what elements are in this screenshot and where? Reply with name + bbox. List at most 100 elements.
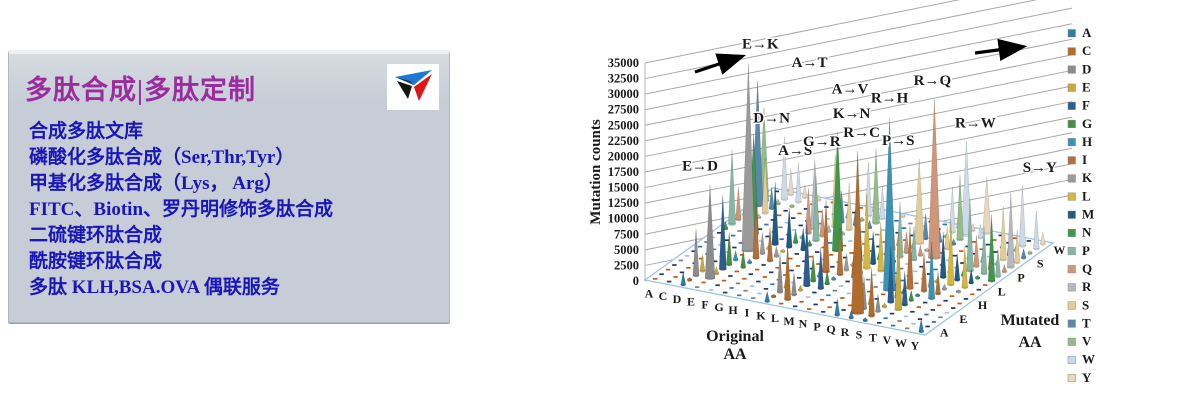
x-tick-label: D <box>673 292 682 306</box>
legend-swatch <box>1067 47 1076 56</box>
y-tick-label: 5000 <box>614 243 639 257</box>
legend-label: H <box>1082 134 1092 149</box>
peak-label: K→N <box>833 106 871 122</box>
legend-label: Q <box>1082 261 1092 276</box>
peak-label: R→Q <box>914 73 952 89</box>
peak-label: P→S <box>882 133 915 149</box>
legend-label: S <box>1082 297 1089 312</box>
legend-swatch <box>1067 337 1076 346</box>
x-tick-label: Y <box>911 339 920 353</box>
x-tick-label: F <box>701 297 708 311</box>
legend-swatch <box>1067 210 1076 219</box>
legend-swatch <box>1067 247 1076 256</box>
x-tick-label: E <box>687 295 695 309</box>
z-axis-title: Mutated <box>1001 312 1060 329</box>
peak-label: R→H <box>871 91 909 107</box>
mutation-3d-cone-chart: E→D E→K A→TA→V D→N A→SG→R K→N R→C R→H R→Q P→S R→W S… <box>588 0 1095 385</box>
peak-label: G→R <box>803 134 841 150</box>
legend-label: P <box>1082 243 1090 258</box>
legend-swatch <box>1067 228 1076 237</box>
legend-label: G <box>1082 116 1092 131</box>
y-tick-label: 20000 <box>608 149 639 163</box>
peak-label: A→S <box>778 143 812 159</box>
legend-swatch <box>1067 283 1076 292</box>
company-logo-icon <box>387 64 439 110</box>
legend-label: K <box>1082 170 1093 185</box>
legend-swatch <box>1067 65 1076 74</box>
peak-label: D→N <box>753 110 790 126</box>
x-axis-title: AA <box>723 346 747 363</box>
y-axis-title: Mutation counts <box>588 119 604 225</box>
legend-swatch <box>1067 29 1076 38</box>
legend-label: A <box>1082 25 1092 40</box>
x-tick-label: M <box>783 314 794 328</box>
direction-arrow-icon <box>694 53 747 75</box>
x-tick-label: A <box>645 286 654 300</box>
y-tick-label: 12500 <box>608 196 639 210</box>
x-tick-label: C <box>659 289 668 303</box>
direction-arrow-icon <box>974 38 1028 62</box>
service-item: 合成多肽文库 <box>29 121 144 142</box>
z-tick-label: H <box>978 298 988 312</box>
z-tick-label: L <box>998 284 1006 298</box>
legend-swatch <box>1067 265 1076 274</box>
service-item: 酰胺键环肽合成 <box>29 251 163 272</box>
legend-label: V <box>1082 334 1092 349</box>
mutation-chart-container: E→D E→K A→T A→V D→N A→S G→R K→N R→C R→H R→Q P→S R→W S… <box>560 0 1200 400</box>
legend-label: F <box>1082 98 1090 113</box>
z-tick-label: W <box>1053 243 1065 257</box>
peak-label: R→C <box>843 125 880 141</box>
x-tick-label: P <box>813 319 820 333</box>
y-tick-label: 15000 <box>608 181 639 195</box>
x-tick-label: R <box>841 325 850 339</box>
legend-swatch <box>1067 374 1076 383</box>
x-axis-title: Original <box>706 328 764 345</box>
promo-banner[interactable]: 多肽合成|多肽定制 合成多肽文库 磷酸化多肽合成（Ser,Thr,Tyr） 甲基化多… <box>8 50 450 323</box>
peak-label: S→Y <box>1023 160 1057 176</box>
legend-label: R <box>1082 279 1092 294</box>
legend-swatch <box>1067 83 1076 92</box>
z-axis-title: AA <box>1018 334 1042 351</box>
legend-label: I <box>1082 152 1087 167</box>
x-tick-label: I <box>745 306 750 320</box>
y-tick-label: 35000 <box>608 56 639 70</box>
y-tick-label: 7500 <box>614 227 639 241</box>
x-tick-label: H <box>728 303 738 317</box>
legend-label: Y <box>1082 370 1092 385</box>
y-tick-label: 17500 <box>608 165 639 179</box>
x-tick-label: W <box>895 336 907 350</box>
legend-label: M <box>1082 207 1094 222</box>
x-tick-label: L <box>771 311 779 325</box>
legend-label: C <box>1082 43 1091 58</box>
x-tick-label: N <box>799 317 808 331</box>
y-tick-label: 27500 <box>608 103 639 117</box>
y-tick-label: 32500 <box>608 72 639 86</box>
x-tick-label: T <box>869 330 877 344</box>
z-tick-label: E <box>959 312 967 326</box>
legend-label: E <box>1082 79 1091 94</box>
service-item: 二硫键环肽合成 <box>29 225 163 246</box>
legend-swatch <box>1067 319 1076 328</box>
peak-label: A→V <box>832 81 869 97</box>
legend-label: W <box>1082 352 1095 367</box>
x-tick-label: G <box>714 300 723 314</box>
legend-swatch <box>1067 355 1076 364</box>
y-tick-label: 0 <box>633 274 639 288</box>
legend-swatch <box>1067 301 1076 310</box>
y-tick-label: 22500 <box>608 134 639 148</box>
z-tick-label: A <box>940 326 949 340</box>
legend-swatch <box>1067 101 1076 110</box>
x-tick-label: Q <box>826 322 835 336</box>
legend-swatch <box>1067 192 1076 201</box>
y-tick-label: 10000 <box>608 212 639 226</box>
x-tick-label: K <box>756 308 766 322</box>
peak-label: R→W <box>955 115 996 131</box>
y-tick-label: 30000 <box>608 87 639 101</box>
peak-label: E→D <box>682 159 718 175</box>
legend-label: T <box>1082 315 1091 330</box>
legend-swatch <box>1067 120 1076 128</box>
x-tick-label: V <box>883 333 892 347</box>
legend-swatch <box>1067 156 1076 165</box>
service-item: FITC、Biotin、罗丹明修饰多肽合成 <box>29 199 334 220</box>
